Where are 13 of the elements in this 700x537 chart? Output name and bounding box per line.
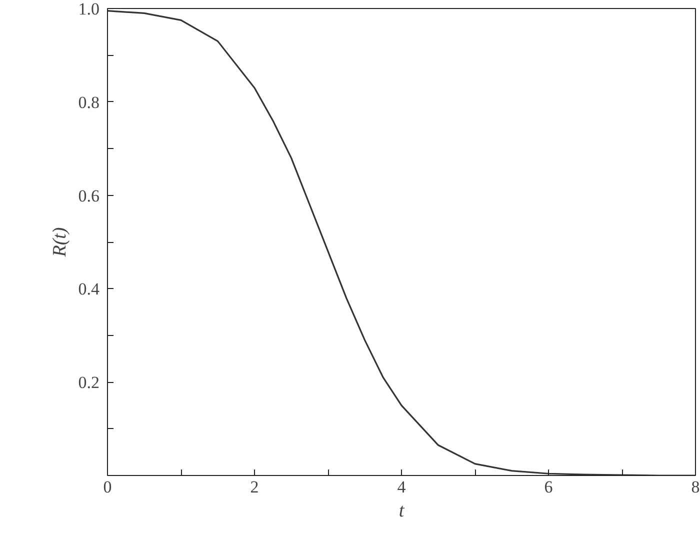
x-tick-label: 4 xyxy=(397,478,406,496)
x-tick-label: 8 xyxy=(691,478,700,496)
x-tick-label: 6 xyxy=(544,478,553,496)
line-series xyxy=(108,10,696,476)
x-tick-label: 0 xyxy=(103,478,112,496)
x-axis-title: t xyxy=(398,500,405,522)
y-tick-label: 0.4 xyxy=(78,280,100,299)
y-tick-label: 0.8 xyxy=(78,92,100,112)
y-tick-label: 1.0 xyxy=(78,0,100,18)
y-tick-label: 0.6 xyxy=(78,186,100,206)
x-tick-label: 2 xyxy=(250,478,259,496)
y-axis-title: R(t) xyxy=(49,227,70,258)
y-tick-label: 0.2 xyxy=(78,373,100,392)
